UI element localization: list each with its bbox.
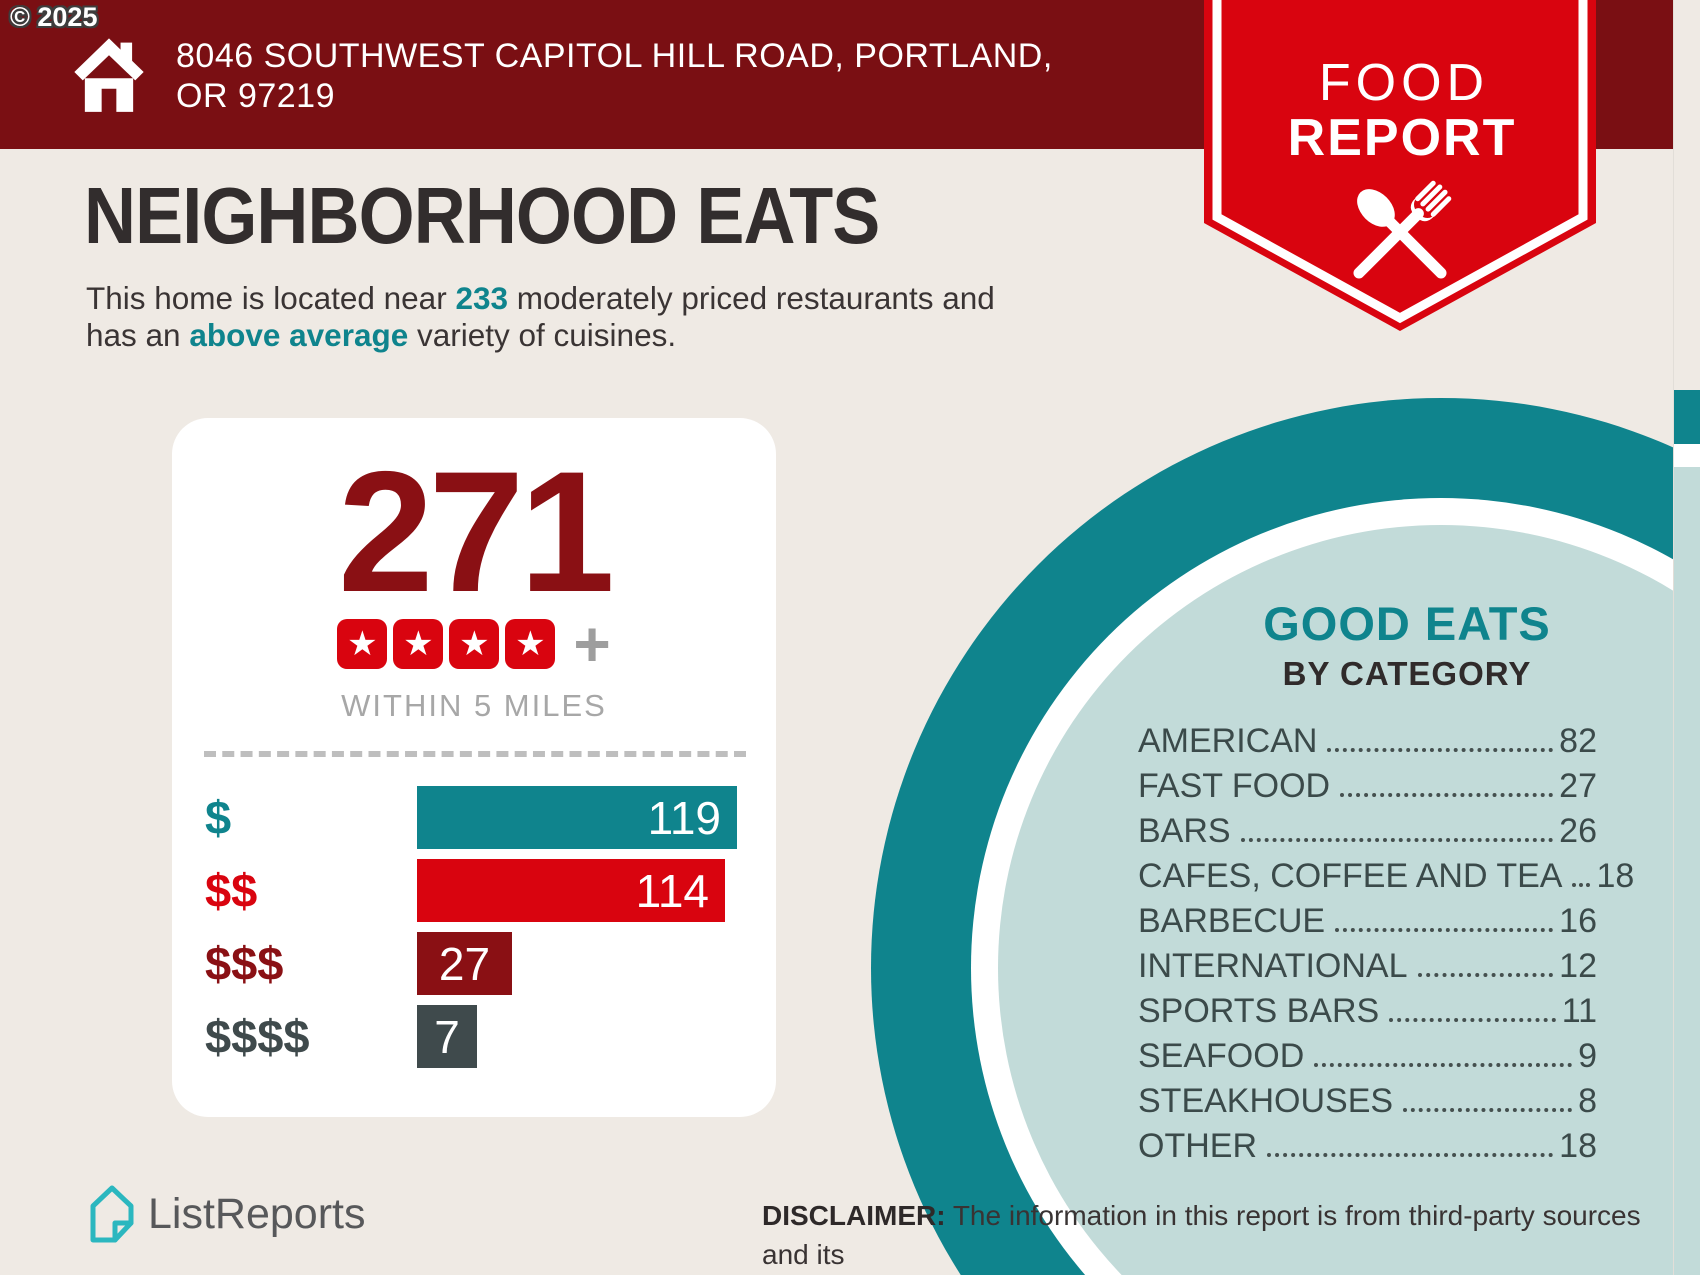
price-bar: 27 [417, 932, 512, 995]
category-label: BARBECUE [1138, 902, 1326, 940]
dotted-leader [1417, 973, 1554, 977]
price-level-label: $$$$ [205, 1010, 310, 1063]
right-edge-strip [1673, 0, 1700, 1275]
category-value: 27 [1559, 767, 1597, 805]
category-row: OTHER 18 [1138, 1127, 1597, 1172]
food-report-ribbon: FOOD REPORT [1204, 0, 1596, 331]
good-eats-title: GOOD EATS [1263, 597, 1551, 650]
ribbon-inner-border [1212, 0, 1588, 324]
restaurant-count: 233 [455, 280, 508, 316]
copyright-text: © 2025 [10, 2, 98, 32]
category-label: FAST FOOD [1138, 767, 1331, 805]
ribbon-shape [1204, 0, 1596, 331]
category-row: BARBECUE 16 [1138, 902, 1597, 947]
dotted-leader [1389, 1018, 1556, 1022]
header-bar: 8046 SOUTHWEST CAPITOL HILL ROAD, PORTLA… [0, 0, 1673, 149]
category-row: SEAFOOD 9 [1138, 1037, 1597, 1082]
dotted-leader [1403, 1108, 1573, 1112]
plus-icon: + [573, 608, 611, 680]
disclaimer: DISCLAIMER: The information in this repo… [762, 1196, 1692, 1275]
disclaimer-line1: DISCLAIMER: The information in this repo… [762, 1200, 1641, 1270]
category-row: SPORTS BARS 11 [1138, 992, 1597, 1037]
strip-teal-band [1674, 390, 1700, 444]
category-row: INTERNATIONAL 12 [1138, 947, 1597, 992]
page-subtitle: This home is located near 233 moderately… [86, 280, 995, 354]
ribbon-title-line1: FOOD [1319, 54, 1489, 112]
price-bar-value: 7 [434, 1010, 460, 1063]
price-level-label: $$$ [205, 937, 284, 990]
category-label: SEAFOOD [1138, 1037, 1305, 1075]
strip-white-band [1674, 444, 1700, 467]
category-label: AMERICAN [1138, 722, 1318, 760]
home-icon [74, 38, 144, 112]
price-bar-row: $ 119 [172, 786, 776, 849]
price-bar: 7 [417, 1005, 477, 1068]
ribbon-title-line2: REPORT [1288, 109, 1517, 167]
star-icon: ★ [393, 619, 444, 669]
radius-caption: WITHIN 5 MILES [341, 688, 607, 723]
listreports-wordmark: ListReports [148, 1189, 366, 1238]
category-label: INTERNATIONAL [1138, 947, 1408, 985]
category-list: AMERICAN 82 FAST FOOD 27 BARS 26 CAFES, … [1138, 722, 1634, 1172]
good-eats-heading: GOOD EATS BY CATEGORY [1140, 596, 1674, 693]
disclaimer-label: DISCLAIMER: [762, 1200, 946, 1231]
category-value: 26 [1559, 812, 1597, 850]
total-restaurants-number: 271 [338, 436, 615, 628]
star-icon: ★ [505, 619, 556, 669]
dotted-leader [1327, 748, 1554, 752]
price-bar-value: 114 [635, 864, 709, 917]
category-value: 18 [1596, 857, 1635, 895]
spoon-fork-icon [1353, 180, 1452, 279]
subtitle-line2: has an above average variety of cuisines… [86, 317, 677, 353]
category-label: CAFES, COFFEE AND TEA [1138, 857, 1563, 895]
dotted-leader [1267, 1153, 1554, 1157]
listreports-logo: ListReports [88, 1183, 365, 1245]
price-bar: 114 [417, 859, 725, 922]
category-value: 8 [1578, 1082, 1597, 1120]
listreports-house-icon [90, 1185, 134, 1243]
price-bar-row: $$$ 27 [172, 932, 776, 995]
category-row: FAST FOOD 27 [1138, 767, 1597, 812]
good-eats-subtitle: BY CATEGORY [1282, 655, 1532, 692]
price-bar-row: $$$$ 7 [172, 1005, 776, 1068]
page-title: NEIGHBORHOOD EATS [84, 171, 880, 260]
variety-highlight: above average [189, 317, 409, 353]
price-bar-value: 119 [647, 791, 721, 844]
category-label: OTHER [1138, 1127, 1257, 1165]
price-bar-row: $$ 114 [172, 859, 776, 922]
category-row: AMERICAN 82 [1138, 722, 1597, 767]
category-row: BARS 26 [1138, 812, 1597, 857]
category-value: 82 [1559, 722, 1597, 760]
category-label: STEAKHOUSES [1138, 1082, 1394, 1120]
star-rating: ★ ★ ★ ★ + [172, 608, 776, 680]
subtitle-line1: This home is located near 233 moderately… [86, 280, 995, 316]
star-icon: ★ [337, 619, 388, 669]
card-divider [204, 751, 746, 757]
category-label: BARS [1138, 812, 1231, 850]
category-row: STEAKHOUSES 8 [1138, 1082, 1597, 1127]
price-bar-value: 27 [438, 937, 491, 990]
property-address: 8046 SOUTHWEST CAPITOL HILL ROAD, PORTLA… [176, 37, 1053, 115]
dotted-leader [1572, 883, 1591, 887]
category-value: 11 [1561, 992, 1597, 1030]
dotted-leader [1314, 1063, 1573, 1067]
category-value: 18 [1559, 1127, 1597, 1165]
price-level-bar-chart: $ 119 $$ 114 $$$ 27 $$$$ 7 [172, 786, 776, 1078]
dotted-leader [1340, 793, 1554, 797]
category-value: 12 [1559, 947, 1597, 985]
price-level-label: $ [205, 791, 232, 844]
strip-light-band [1674, 467, 1700, 1275]
category-value: 16 [1559, 902, 1597, 940]
star-icon: ★ [449, 619, 500, 669]
category-row: CAFES, COFFEE AND TEA 18 [1138, 857, 1634, 902]
dotted-leader [1335, 928, 1554, 932]
price-level-label: $$ [205, 864, 258, 917]
price-bar: 119 [417, 786, 737, 849]
dotted-leader [1240, 838, 1554, 842]
restaurant-stats-card: 271 ★ ★ ★ ★ + WITHIN 5 MILES $ 119 $$ 114 $$… [172, 418, 776, 1117]
category-label: SPORTS BARS [1138, 992, 1380, 1030]
category-value: 9 [1578, 1037, 1597, 1075]
